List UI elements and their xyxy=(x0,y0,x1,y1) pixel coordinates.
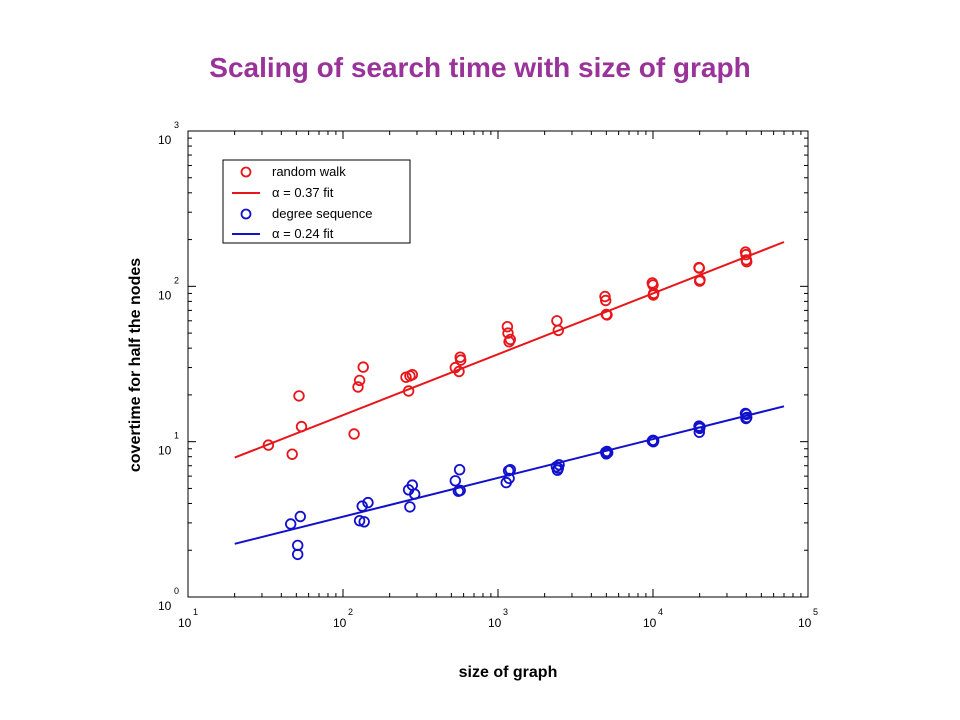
data-point xyxy=(449,475,462,487)
alpha-symbol: α xyxy=(272,226,280,241)
data-point xyxy=(406,369,419,381)
data-point xyxy=(293,390,305,402)
data-point xyxy=(599,290,611,303)
legend-box xyxy=(222,159,411,244)
data-point xyxy=(502,327,514,339)
y-tick-exponent: 3 xyxy=(174,120,179,130)
legend-marker xyxy=(240,166,252,178)
data-point xyxy=(353,515,366,527)
data-point xyxy=(292,548,304,561)
alpha-symbol: α xyxy=(272,185,280,200)
x-tick-label: 10 xyxy=(643,616,657,630)
y-tick-label: 10 xyxy=(158,133,172,147)
x-axis-label: size of graph xyxy=(459,664,558,681)
data-point xyxy=(455,354,467,366)
legend: random walk α = 0.37 fit degree sequence α … xyxy=(222,159,411,244)
data-point xyxy=(693,262,706,274)
x-tick-exponent: 2 xyxy=(348,607,353,617)
data-point xyxy=(504,333,517,346)
data-point xyxy=(362,496,374,509)
data-point xyxy=(552,324,565,337)
legend-marker xyxy=(240,208,252,220)
x-tick-exponent: 3 xyxy=(503,607,508,617)
data-point xyxy=(285,518,297,530)
chart-title: Scaling of search time with size of grap… xyxy=(209,52,751,83)
x-tick-exponent: 4 xyxy=(658,607,663,617)
data-layer xyxy=(234,241,785,561)
data-point xyxy=(348,428,360,440)
x-tick-exponent: 5 xyxy=(813,607,818,617)
data-point xyxy=(286,448,298,460)
data-point xyxy=(600,294,612,307)
data-point xyxy=(453,464,466,476)
data-point xyxy=(358,516,370,528)
data-point xyxy=(648,287,660,300)
y-tick-label: 10 xyxy=(158,599,172,613)
legend-label: random walk xyxy=(272,164,346,179)
data-point xyxy=(262,439,275,451)
data-point xyxy=(601,309,613,321)
y-tick-exponent: 2 xyxy=(174,275,179,285)
legend-label-text: = 0.24 fit xyxy=(280,226,334,241)
data-point xyxy=(353,374,366,387)
fit-line xyxy=(234,241,785,459)
y-tick-label: 10 xyxy=(158,288,172,302)
data-point xyxy=(501,321,514,333)
data-point xyxy=(352,381,364,393)
data-point xyxy=(357,361,369,373)
fit-line xyxy=(234,405,785,545)
data-point xyxy=(294,510,307,523)
x-tick-label: 10 xyxy=(488,616,502,630)
x-tick-label: 10 xyxy=(333,616,347,630)
data-point xyxy=(454,484,466,497)
legend-label: α = 0.37 fit xyxy=(272,185,334,200)
x-tick-label: 10 xyxy=(178,616,192,630)
legend-label: α = 0.24 fit xyxy=(272,226,334,241)
data-point xyxy=(551,315,563,327)
y-tick-label: 10 xyxy=(158,444,172,458)
x-tick-exponent: 1 xyxy=(193,607,198,617)
x-tick-label: 10 xyxy=(798,616,812,630)
y-tick-exponent: 0 xyxy=(174,586,179,596)
legend-label: degree sequence xyxy=(272,206,372,221)
y-axis-label: covertime for half the nodes xyxy=(127,258,144,472)
legend-label-text: = 0.37 fit xyxy=(280,185,334,200)
y-tick-exponent: 1 xyxy=(174,431,179,441)
data-point xyxy=(404,501,416,513)
